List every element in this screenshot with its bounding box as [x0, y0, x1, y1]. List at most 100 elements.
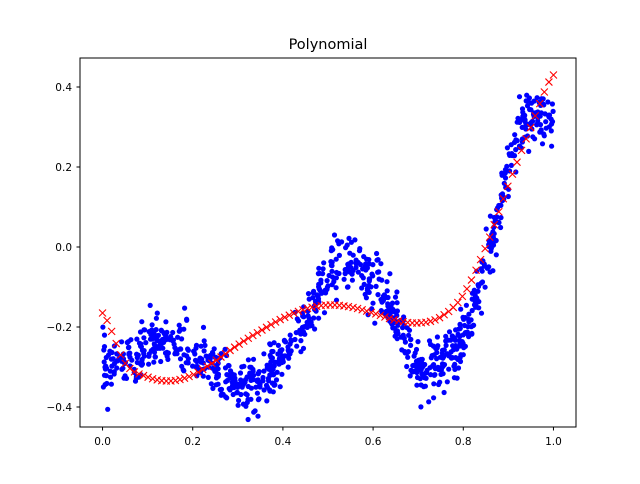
data-point	[279, 371, 285, 377]
data-point	[300, 329, 307, 335]
data-point	[304, 319, 310, 325]
data-point	[398, 334, 404, 340]
fit-marker	[426, 317, 435, 326]
data-point	[298, 349, 304, 355]
data-point	[513, 147, 519, 153]
data-point	[210, 351, 216, 357]
data-point	[534, 95, 540, 101]
data-point	[491, 231, 497, 237]
data-point	[375, 292, 381, 298]
data-point	[149, 322, 155, 328]
data-point	[373, 283, 379, 289]
axes-frame	[79, 57, 577, 428]
data-point	[336, 252, 342, 258]
data-point	[234, 389, 240, 395]
data-point	[101, 332, 108, 338]
fit-marker	[485, 233, 494, 242]
data-point	[121, 375, 127, 381]
data-point	[375, 269, 381, 275]
data-point	[225, 372, 231, 378]
fit-marker	[239, 337, 248, 346]
fit-marker	[194, 368, 203, 377]
data-point	[158, 327, 164, 333]
data-point	[266, 378, 272, 384]
data-point	[271, 340, 277, 346]
data-point	[129, 357, 135, 363]
data-point	[224, 395, 230, 401]
data-point	[201, 348, 207, 354]
fit-marker	[271, 318, 280, 326]
data-point	[408, 367, 414, 373]
data-point	[480, 258, 486, 264]
data-point	[329, 282, 335, 288]
data-point	[407, 373, 413, 379]
fit-marker	[267, 320, 275, 329]
data-point	[431, 372, 437, 378]
data-point	[549, 143, 555, 149]
data-point	[101, 344, 108, 350]
fit-marker	[226, 346, 234, 355]
fit-marker	[371, 309, 380, 318]
data-point	[133, 375, 139, 381]
data-point	[103, 354, 109, 361]
data-point	[214, 362, 220, 368]
data-point	[394, 300, 400, 306]
fit-marker	[262, 323, 271, 332]
data-point	[392, 333, 398, 339]
fit-marker	[180, 374, 189, 383]
data-point	[422, 375, 428, 381]
data-point	[205, 374, 211, 380]
fit-marker	[135, 370, 143, 378]
data-point	[508, 162, 514, 168]
data-point	[255, 371, 261, 377]
fit-marker	[148, 374, 157, 383]
data-point	[154, 310, 160, 316]
data-point	[457, 321, 463, 327]
data-point	[193, 345, 199, 351]
data-point	[149, 336, 155, 342]
data-point	[142, 327, 148, 333]
fit-marker	[499, 194, 508, 203]
fit-marker	[362, 307, 371, 315]
data-point	[345, 284, 351, 290]
data-point	[446, 329, 453, 335]
data-point	[210, 385, 216, 391]
data-point	[359, 285, 365, 291]
data-point	[476, 305, 482, 311]
data-point	[450, 343, 456, 349]
data-point	[347, 269, 353, 275]
data-point	[257, 381, 263, 388]
data-point	[441, 389, 447, 396]
data-point	[260, 374, 266, 381]
fit-marker	[531, 111, 540, 120]
fit-marker	[367, 308, 376, 317]
data-point	[498, 224, 504, 231]
fit-marker	[276, 315, 285, 324]
data-point	[341, 276, 347, 282]
data-point	[546, 114, 552, 120]
data-point	[271, 382, 277, 388]
data-point	[537, 129, 543, 135]
data-point	[493, 252, 499, 258]
fit-marker	[440, 310, 449, 319]
data-point	[426, 338, 433, 344]
data-point	[304, 324, 310, 330]
fit-marker	[235, 340, 244, 348]
data-point	[316, 315, 322, 321]
data-point	[114, 365, 120, 371]
fit-marker	[453, 298, 462, 307]
fit-marker	[171, 376, 180, 385]
data-point	[370, 300, 376, 306]
data-point	[545, 99, 551, 105]
data-point	[479, 268, 485, 274]
data-point	[441, 362, 448, 368]
data-point	[232, 378, 238, 384]
data-point	[194, 363, 200, 370]
data-point	[431, 381, 437, 387]
data-point	[366, 261, 372, 267]
data-point	[285, 364, 291, 370]
data-point	[487, 213, 493, 219]
data-point	[114, 358, 120, 364]
x-tick-label: 0.4	[275, 436, 292, 448]
data-point	[134, 336, 140, 342]
